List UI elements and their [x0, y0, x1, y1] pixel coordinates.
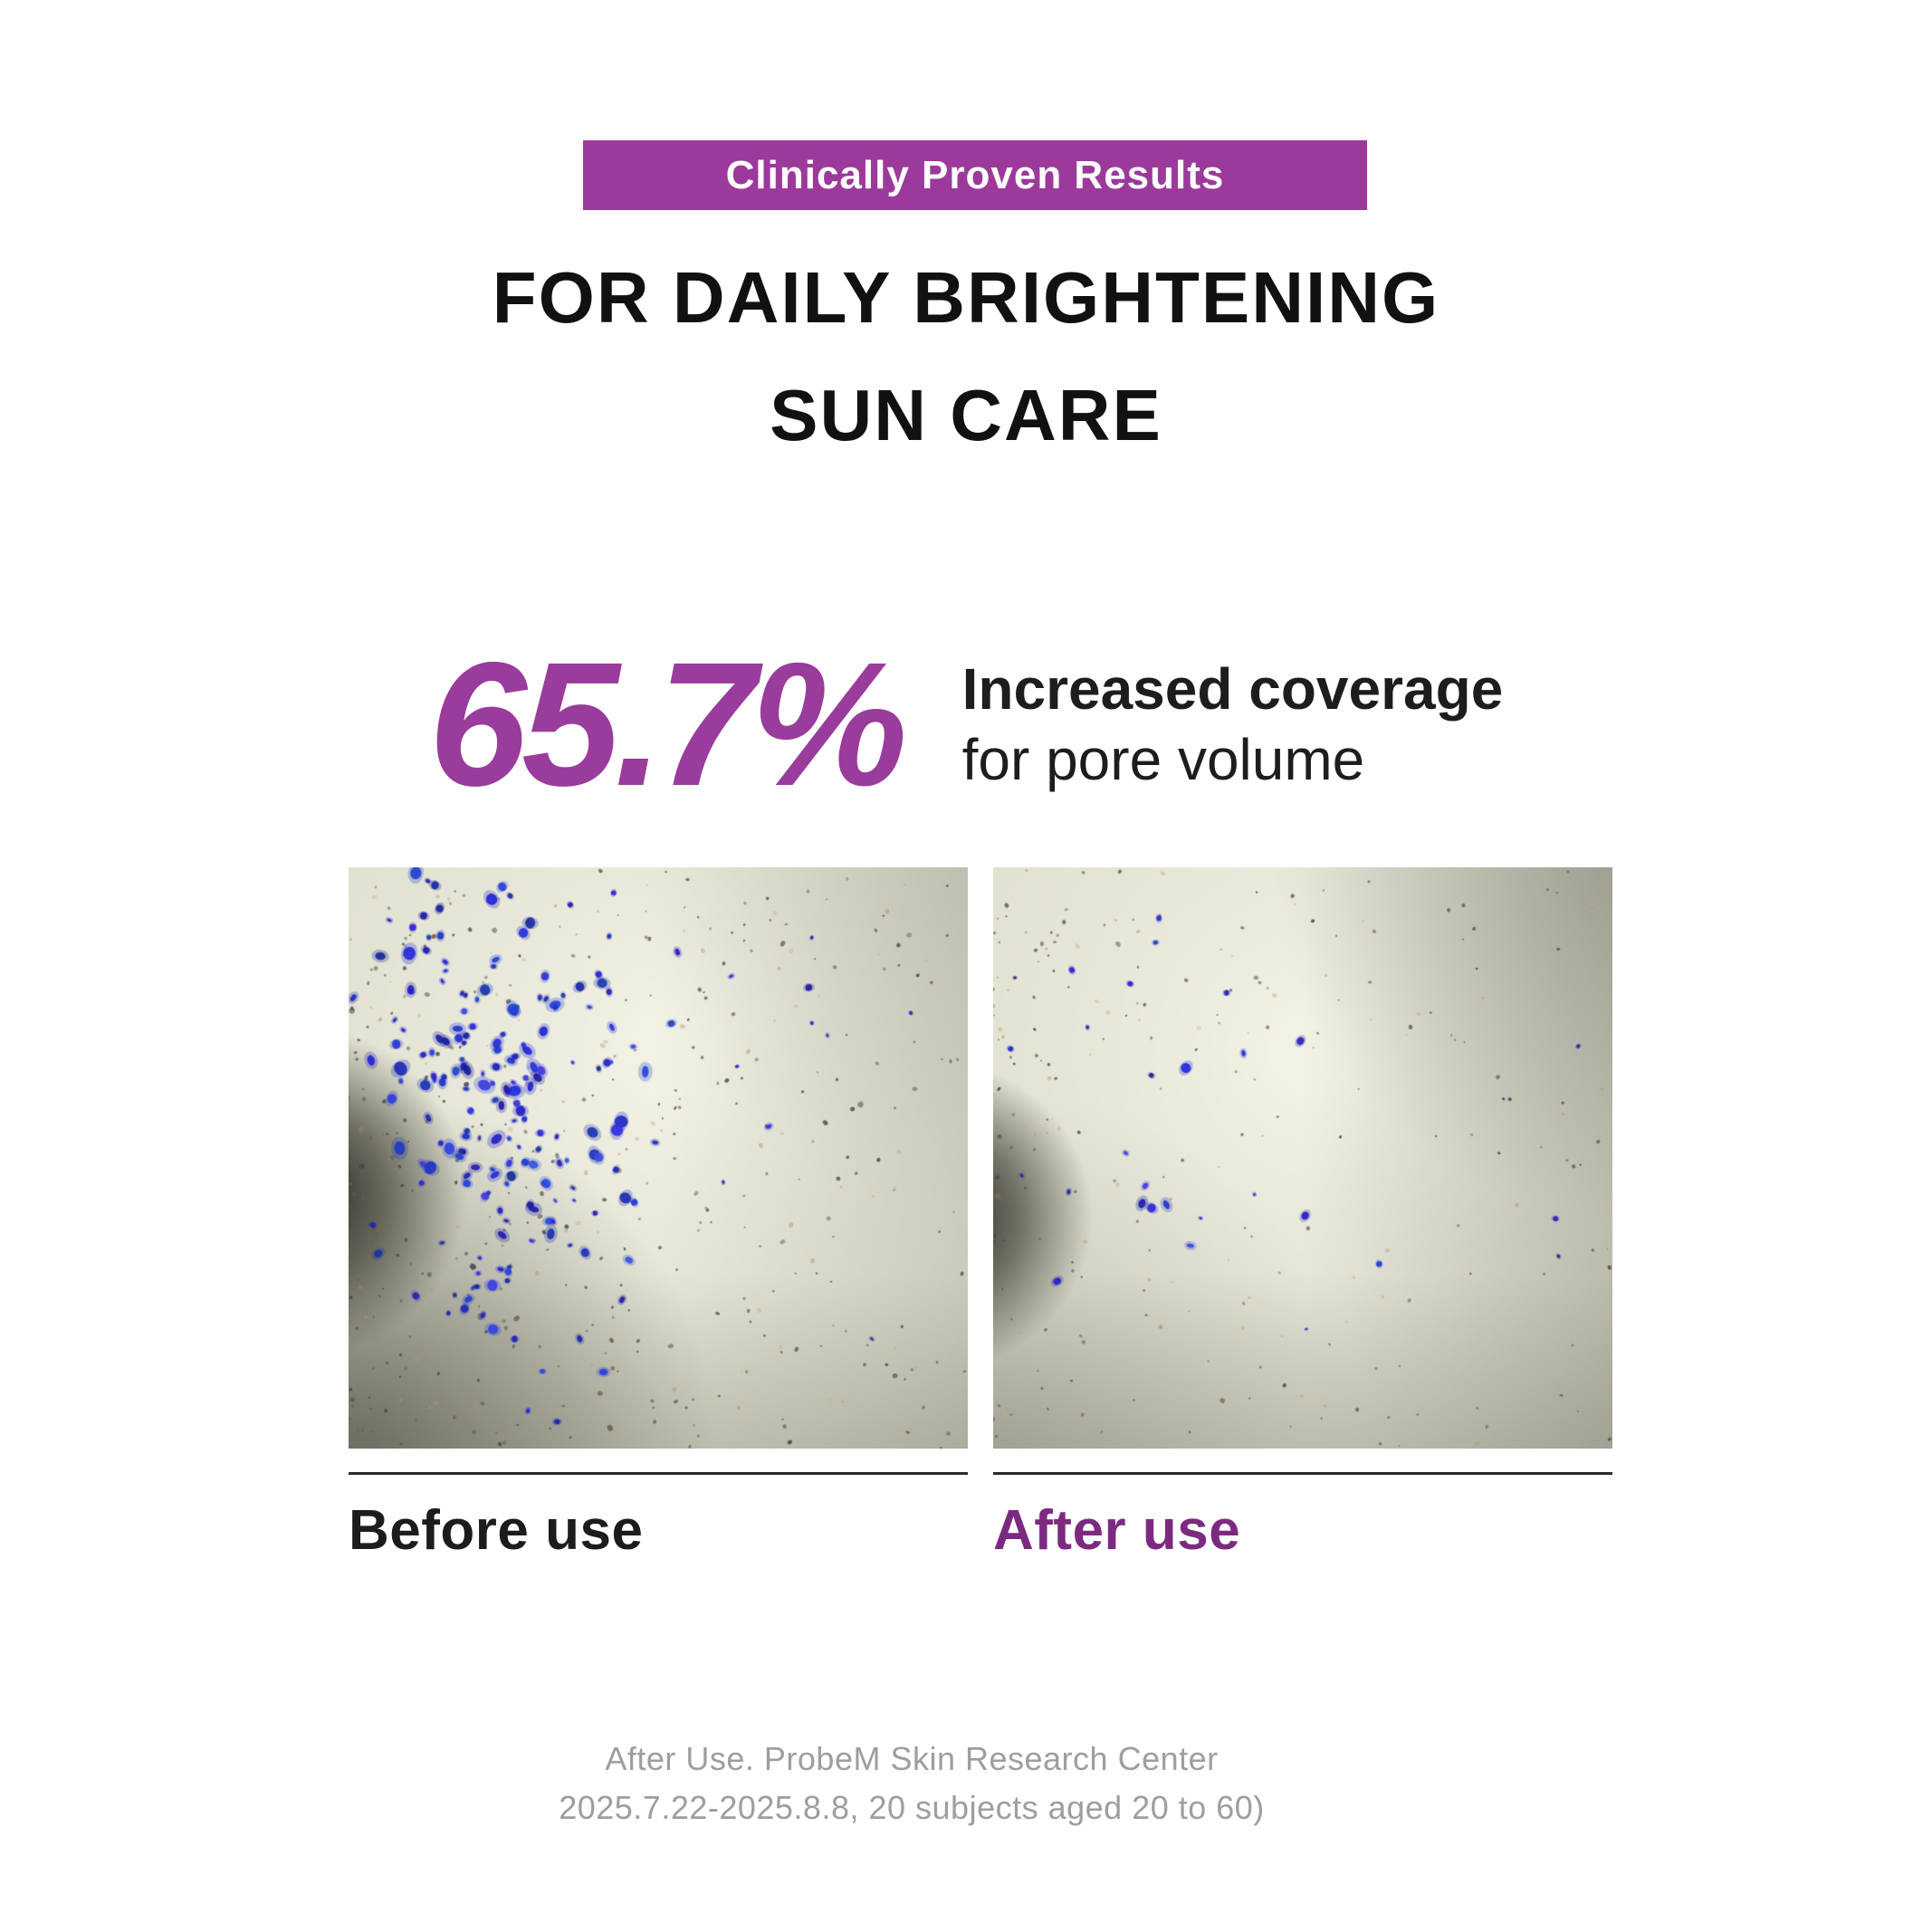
study-footnote: After Use. ProbeM Skin Research Center 2…: [0, 1735, 1823, 1832]
stat-value: 65.7%: [428, 625, 908, 823]
before-figure: Before use: [349, 867, 968, 1563]
stat-desc-line2: for pore volume: [961, 727, 1365, 792]
stat-desc-line1: Increased coverage: [961, 655, 1504, 722]
study-footnote-line2: 2025.7.22-2025.8.8, 20 subjects aged 20 …: [559, 1789, 1265, 1826]
page-title-line1: FOR DAILY BRIGHTENING: [492, 257, 1440, 338]
page-title: FOR DAILY BRIGHTENING SUN CARE: [0, 239, 1932, 474]
before-skin-image: [349, 867, 968, 1449]
stat-row: 65.7% Increased coverage for pore volume: [0, 625, 1932, 824]
before-after-comparison: Before use After use: [349, 867, 1612, 1563]
after-divider: [993, 1472, 1612, 1475]
after-figure: After use: [993, 867, 1612, 1563]
page-title-line2: SUN CARE: [770, 375, 1162, 455]
after-label: After use: [993, 1499, 1241, 1562]
before-label: Before use: [349, 1499, 644, 1562]
before-divider: [349, 1472, 968, 1475]
after-skin-image: [993, 867, 1612, 1449]
stat-desc: Increased coverage for pore volume: [962, 654, 1504, 795]
badge-label: Clinically Proven Results: [725, 152, 1225, 197]
study-footnote-line1: After Use. ProbeM Skin Research Center: [605, 1740, 1219, 1777]
clinical-badge: Clinically Proven Results: [583, 140, 1367, 210]
